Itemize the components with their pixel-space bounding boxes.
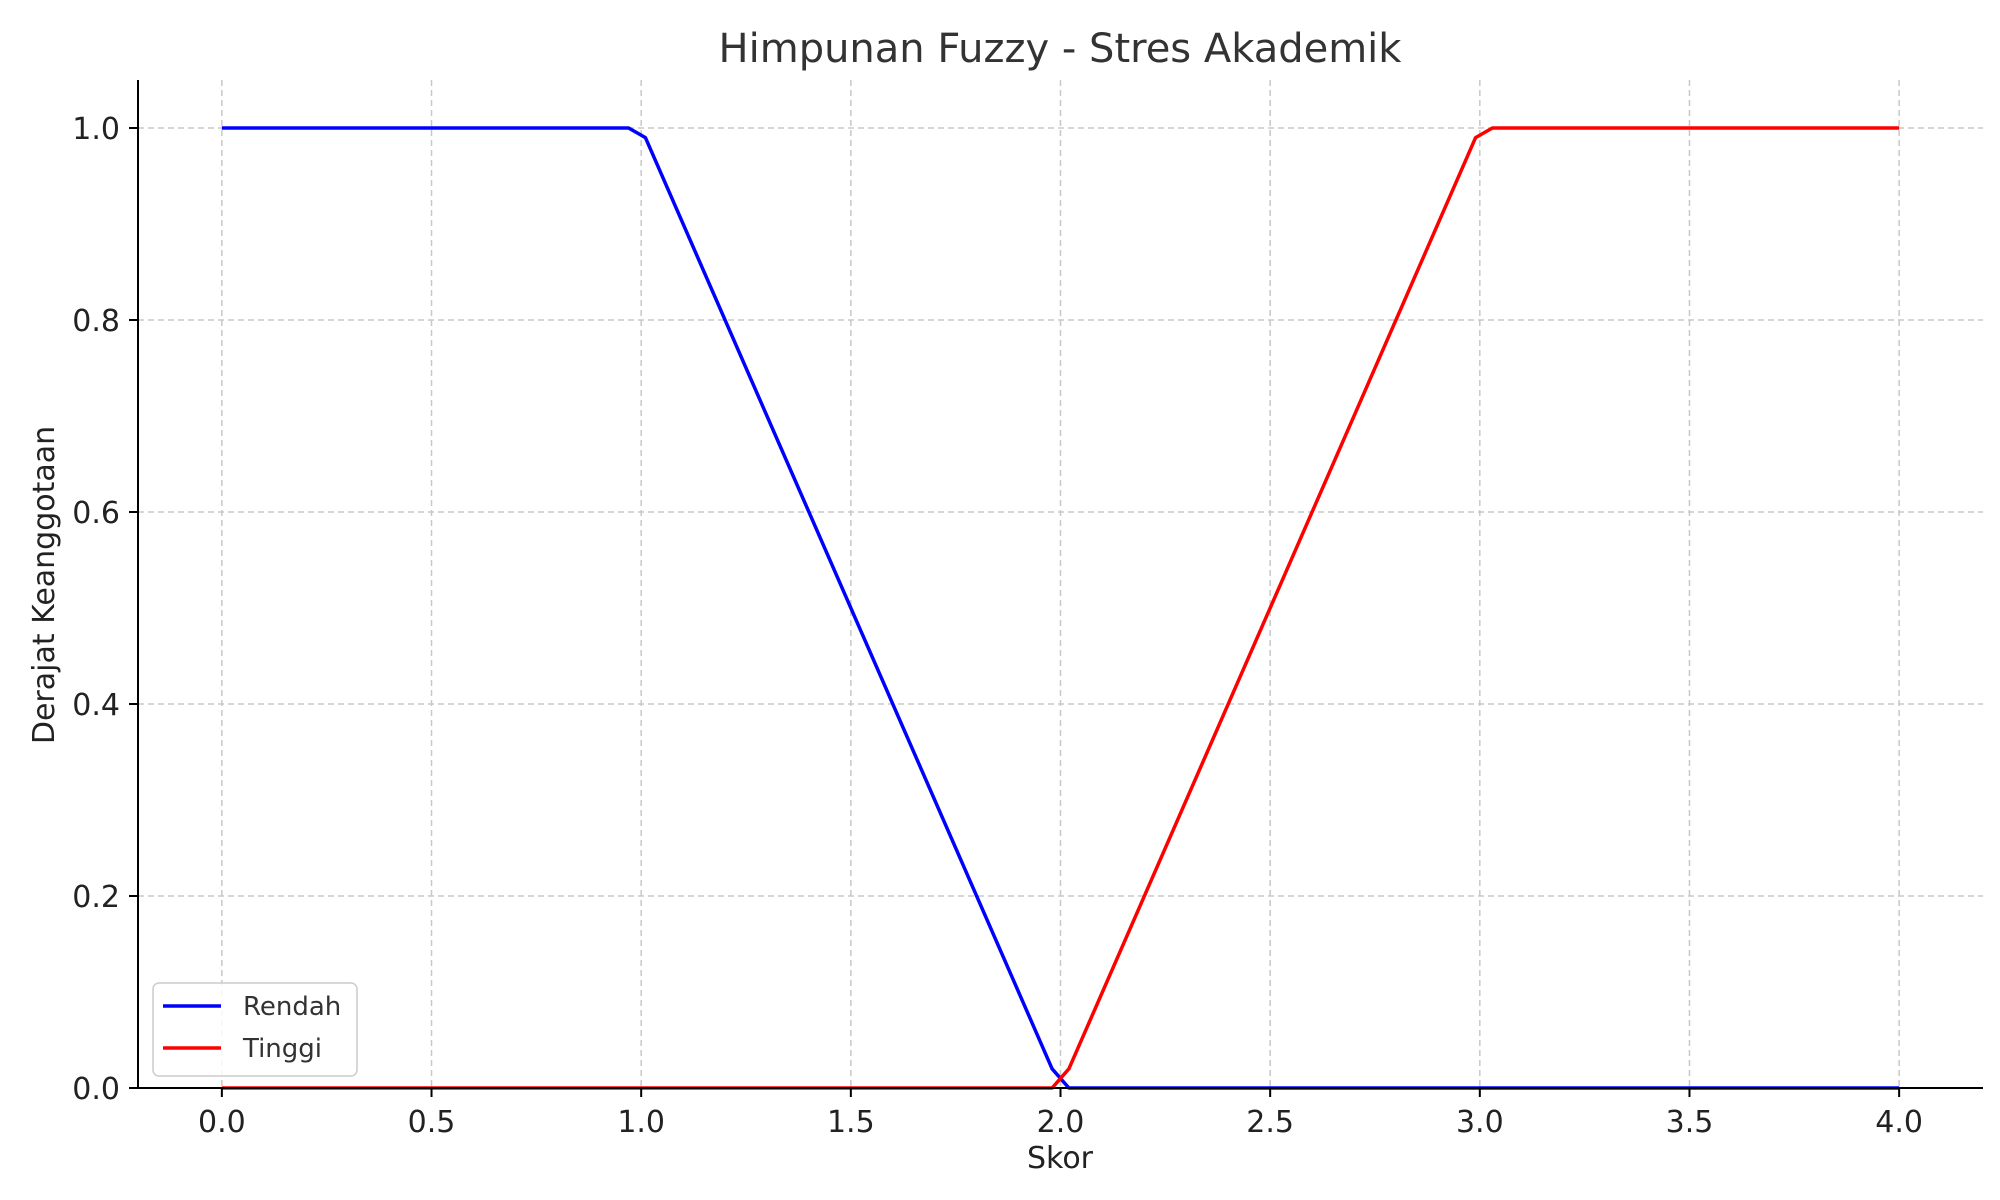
x-tick-label: 3.0 (1456, 1105, 1504, 1140)
y-tick-label: 0.6 (72, 496, 120, 531)
y-tick-label: 0.0 (72, 1072, 120, 1107)
legend: Rendah Tinggi (152, 982, 358, 1077)
y-tick-label: 1.0 (72, 112, 120, 147)
legend-label-tinggi: Tinggi (242, 1034, 322, 1064)
y-tick-label: 0.8 (72, 304, 120, 339)
x-tick-label: 2.5 (1246, 1105, 1294, 1140)
legend-label-rendah: Rendah (243, 992, 341, 1022)
chart-title: Himpunan Fuzzy - Stres Akademik (719, 26, 1403, 72)
x-tick-label: 4.0 (1875, 1105, 1923, 1140)
x-tick-label: 0.0 (198, 1105, 246, 1140)
x-tick-label: 2.0 (1037, 1105, 1085, 1140)
y-tick-label: 0.4 (72, 688, 120, 723)
x-tick-label: 1.5 (827, 1105, 875, 1140)
x-axis-label: Skor (1027, 1141, 1094, 1176)
x-tick-label: 1.0 (617, 1105, 665, 1140)
x-tick-label: 0.5 (408, 1105, 456, 1140)
axis-ticks: 0.0 0.5 1.0 1.5 2.0 2.5 3.0 3.5 4.0 0.0 0.2 0.4 0.6 0… (72, 112, 1923, 1140)
y-tick-label: 0.2 (72, 880, 120, 915)
x-tick-label: 3.5 (1666, 1105, 1714, 1140)
y-axis-label: Derajat Keanggotaan (27, 426, 62, 744)
